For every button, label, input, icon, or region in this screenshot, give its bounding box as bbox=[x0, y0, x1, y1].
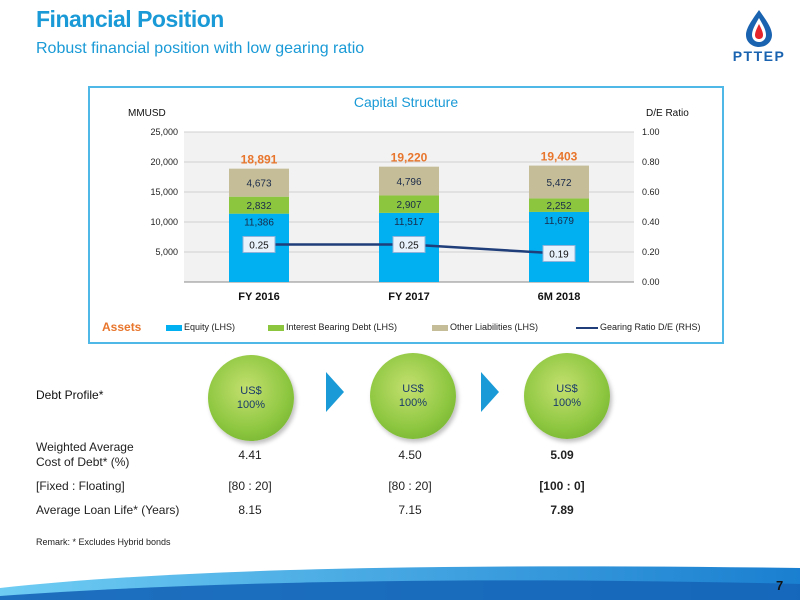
legend-interest-debt: Interest Bearing Debt (LHS) bbox=[268, 322, 397, 332]
cell-cost-of-debt-6m2018: 5.09 bbox=[550, 448, 574, 462]
cell-cost-of-debt-fy2017: 4.50 bbox=[398, 448, 422, 462]
data-label-interest-debt: 2,832 bbox=[246, 201, 271, 212]
flame-drop-icon bbox=[746, 10, 772, 47]
y-axis-unit-left: MMUSD bbox=[128, 108, 166, 119]
data-label-interest-debt: 2,907 bbox=[396, 200, 421, 211]
y-tick-label-right: 0.60 bbox=[642, 187, 660, 197]
legend-equity: Equity (LHS) bbox=[166, 322, 235, 332]
row-label-average-loan-life: Average Loan Life* (Years) bbox=[36, 503, 180, 517]
data-label-equity: 11,517 bbox=[394, 217, 424, 228]
circle-currency: US$ bbox=[402, 383, 424, 395]
currency-circle-6m2018: US$ 100% bbox=[524, 353, 610, 439]
legend-swatch-equity bbox=[166, 324, 182, 331]
y-tick-label-right: 0.20 bbox=[642, 247, 660, 257]
y-tick-label-left: 25,000 bbox=[150, 127, 178, 137]
y-tick-label-right: 1.00 bbox=[642, 127, 660, 137]
legend-label-interest-debt: Interest Bearing Debt (LHS) bbox=[286, 322, 398, 332]
pttep-logo: PTTEP bbox=[722, 8, 796, 70]
page-number: 7 bbox=[776, 578, 784, 593]
bar-other-liabilities bbox=[379, 166, 439, 196]
gearing-label-box bbox=[542, 245, 576, 262]
gearing-label-box bbox=[392, 236, 426, 253]
legend-label-other-liabilities: Other Liabilities (LHS) bbox=[450, 322, 539, 332]
y-axis-unit-right: D/E Ratio bbox=[646, 108, 689, 119]
legend-swatch-interest-debt bbox=[268, 324, 284, 331]
gearing-ratio-label: 0.19 bbox=[549, 250, 569, 261]
bar-other-liabilities bbox=[229, 168, 289, 197]
legend-other-liabilities: Other Liabilities (LHS) bbox=[432, 322, 538, 332]
legend-swatch-other-liabilities bbox=[432, 324, 448, 331]
chart-canvas: 5,000 10,000 15,000 20,000 25,000 0.00 0.20 0.4… bbox=[150, 127, 660, 303]
data-label-equity: 11,386 bbox=[244, 218, 274, 229]
cell-loan-life-fy2017: 7.15 bbox=[398, 503, 422, 517]
chart-title: Capital Structure bbox=[353, 94, 459, 110]
cell-fixed-floating-6m2018: [100 : 0] bbox=[539, 479, 585, 493]
currency-circle-fy2016: US$ 100% bbox=[208, 355, 294, 441]
bar-interest-debt bbox=[529, 198, 589, 212]
x-tick-label: FY 2016 bbox=[238, 291, 279, 303]
remark-footnote: Remark: * Excludes Hybrid bonds bbox=[36, 537, 171, 547]
page-subtitle: Robust financial position with low geari… bbox=[36, 40, 365, 57]
arrow-right-icon bbox=[481, 372, 499, 412]
data-label-other-liabilities: 4,796 bbox=[396, 177, 421, 188]
data-label-other-liabilities: 5,472 bbox=[546, 178, 571, 189]
y-tick-label-left: 20,000 bbox=[150, 157, 178, 167]
circle-percent: 100% bbox=[552, 397, 582, 409]
bar-interest-debt bbox=[379, 195, 439, 213]
y-tick-label-left: 10,000 bbox=[150, 217, 178, 227]
circle-percent: 100% bbox=[236, 399, 266, 411]
y-tick-label-right: 0.80 bbox=[642, 157, 660, 167]
total-label: 19,403 bbox=[541, 150, 578, 164]
y-tick-label-left: 5,000 bbox=[155, 247, 178, 257]
y-tick-label-right: 0.00 bbox=[642, 277, 660, 287]
cell-loan-life-fy2016: 8.15 bbox=[238, 503, 262, 517]
x-tick-label: 6M 2018 bbox=[538, 291, 581, 303]
bar-other-liabilities bbox=[529, 165, 589, 199]
assets-label: Assets bbox=[102, 320, 142, 334]
circle-currency: US$ bbox=[556, 383, 578, 395]
page-title: Financial Position bbox=[36, 6, 224, 32]
bar-interest-debt bbox=[229, 196, 289, 214]
data-label-interest-debt: 2,252 bbox=[546, 201, 571, 212]
gearing-ratio-label: 0.25 bbox=[399, 241, 419, 252]
capital-structure-chart: 5,000 10,000 15,000 20,000 25,000 0.00 0.20 0.4… bbox=[88, 86, 724, 344]
cell-fixed-floating-fy2017: [80 : 20] bbox=[388, 479, 432, 493]
footer-swoosh-decoration bbox=[0, 566, 800, 600]
total-label: 18,891 bbox=[241, 153, 278, 167]
circle-currency: US$ bbox=[240, 385, 262, 397]
y-tick-label-left: 15,000 bbox=[150, 187, 178, 197]
currency-circle-fy2017: US$ 100% bbox=[370, 353, 456, 439]
x-tick-label: FY 2017 bbox=[388, 291, 429, 303]
cell-cost-of-debt-fy2016: 4.41 bbox=[238, 448, 262, 462]
circle-percent: 100% bbox=[398, 397, 428, 409]
cell-fixed-floating-fy2016: [80 : 20] bbox=[228, 479, 272, 493]
legend-swatch-gearing-ratio bbox=[576, 326, 598, 329]
arrow-right-icon bbox=[326, 372, 344, 412]
row-label-fixed-floating: [Fixed : Floating] bbox=[36, 479, 125, 493]
row-label-cost-of-debt-line2: Cost of Debt* (%) bbox=[36, 455, 130, 469]
data-label-equity: 11,679 bbox=[544, 216, 574, 227]
y-tick-label-right: 0.40 bbox=[642, 217, 660, 227]
debt-profile-title: Debt Profile* bbox=[36, 388, 104, 402]
cell-loan-life-6m2018: 7.89 bbox=[550, 503, 574, 517]
legend-gearing-ratio: Gearing Ratio D/E (RHS) bbox=[576, 322, 701, 332]
gearing-ratio-label: 0.25 bbox=[249, 241, 269, 252]
total-label: 19,220 bbox=[391, 151, 428, 165]
gearing-label-box bbox=[242, 236, 276, 253]
logo-text: PTTEP bbox=[732, 48, 786, 64]
legend-label-gearing-ratio: Gearing Ratio D/E (RHS) bbox=[600, 322, 701, 332]
legend-label-equity: Equity (LHS) bbox=[184, 322, 236, 332]
data-label-other-liabilities: 4,673 bbox=[246, 179, 271, 190]
row-label-cost-of-debt-line1: Weighted Average bbox=[36, 440, 134, 454]
